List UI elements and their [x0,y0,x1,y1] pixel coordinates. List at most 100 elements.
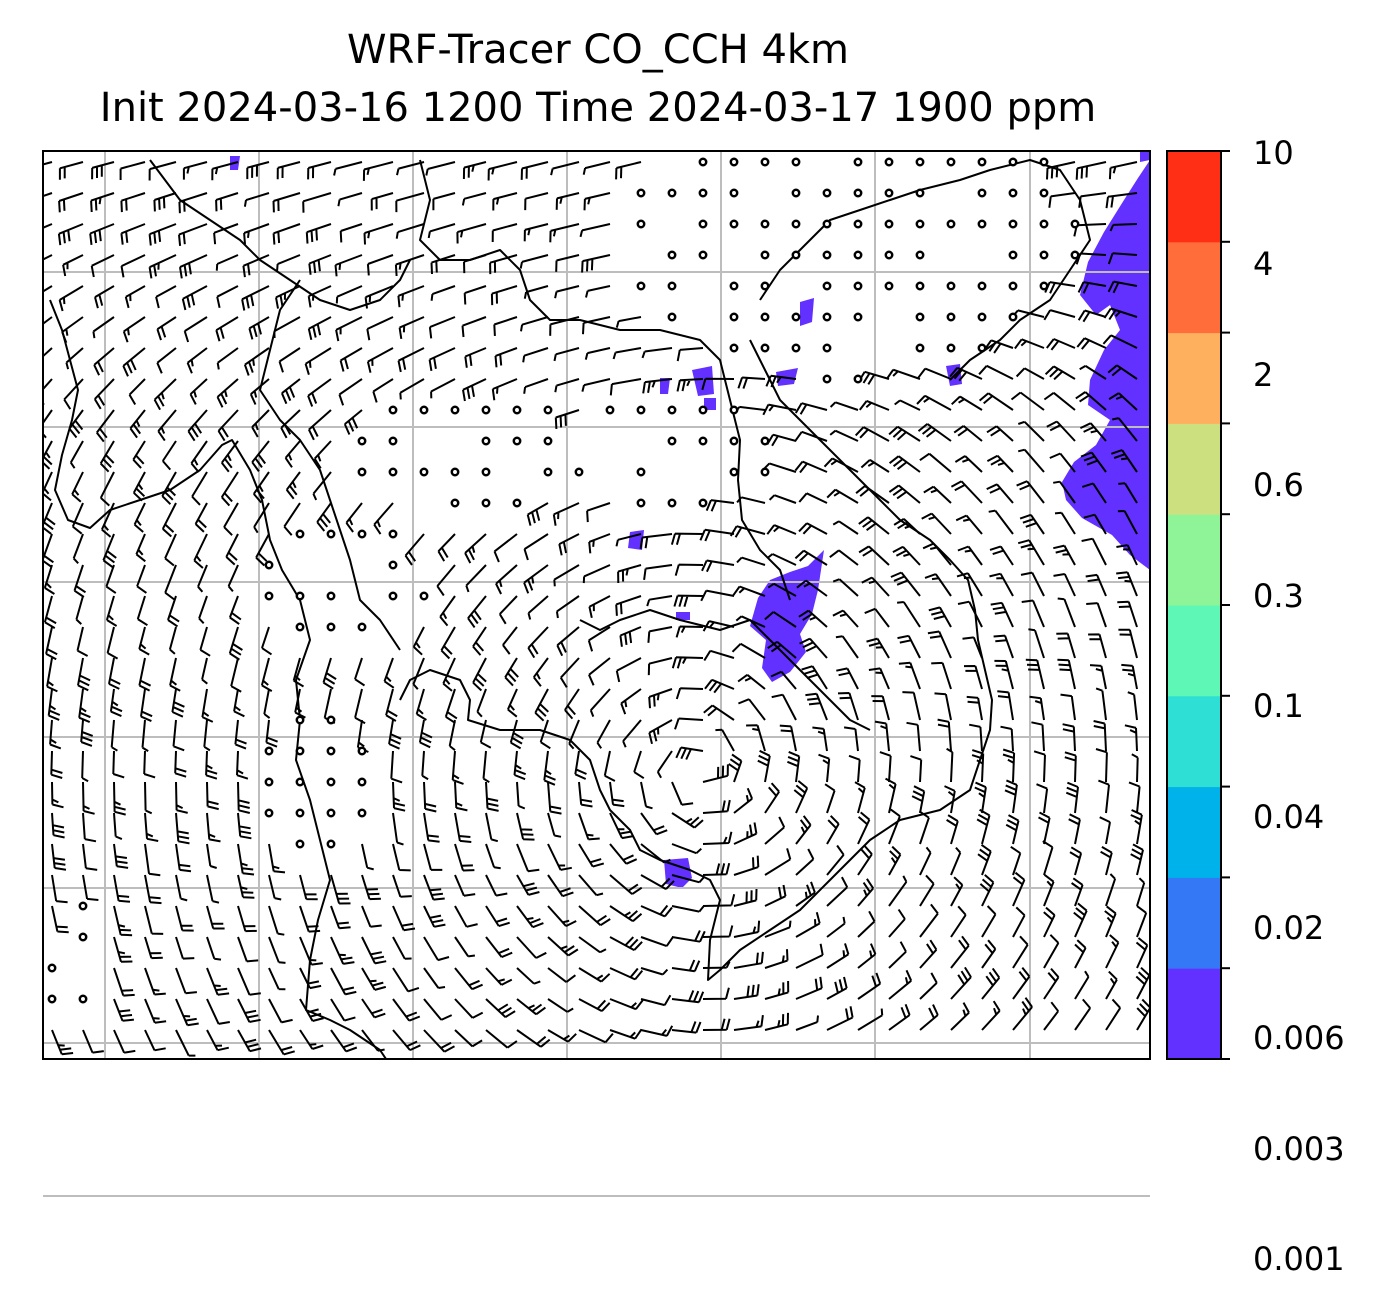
wind-barb [392,781,406,812]
wind-barb [798,492,828,504]
calm-wind-circle [450,405,460,415]
wind-barb [609,998,644,1011]
wind-barb [148,161,177,181]
calm-wind-circle [47,963,57,973]
wind-barb [702,620,735,632]
wind-barb [671,843,702,855]
calm-wind-circle [853,250,863,260]
wind-barb [249,378,270,405]
wind-barb [1100,846,1113,876]
calm-wind-circle [791,188,801,198]
colorbar-tick-label: 2 [1253,356,1274,394]
wind-barb [1130,843,1144,876]
wind-barb [953,425,983,442]
wind-barb [81,750,89,783]
wind-barb [133,502,146,533]
wind-barb [554,285,580,299]
wind-barb [888,1003,911,1031]
wind-barb [491,378,518,401]
wind-barb [1044,365,1076,381]
wind-barb [874,720,890,752]
wind-barb [388,719,402,750]
wind-barb [71,471,84,503]
wind-barb [646,595,673,607]
wind-barb [976,808,991,845]
wind-barb [513,750,527,781]
wind-barb [578,781,593,808]
wind-barb [971,749,985,783]
wind-barb [640,843,671,864]
wind-barb [768,494,797,504]
wind-barb [1118,482,1138,504]
wind-barb [94,285,115,309]
wind-barb [268,967,286,991]
wind-barb [454,874,476,897]
wind-barb [910,755,923,783]
wind-barb [307,161,332,180]
wind-barb [588,657,611,686]
wind-barb [1016,480,1045,504]
wind-barb [46,657,58,693]
wind-barb [1073,902,1088,938]
wind-barb [171,688,185,718]
wind-barb [578,812,600,841]
wind-barb [1014,338,1045,350]
wind-barb [335,316,363,342]
colorbar-tick-label: 0.006 [1253,1019,1345,1057]
wind-barb [916,394,952,411]
calm-wind-circle [636,281,646,291]
wind-barb [299,998,324,1022]
wind-barb [206,936,222,961]
wind-barb [313,440,332,469]
wind-barb [243,192,270,207]
wind-barb [701,559,735,573]
wind-barb [793,780,809,814]
calm-wind-circle [698,219,708,229]
wind-barb [337,192,363,207]
wind-barb [96,409,115,443]
wind-barb [705,499,735,512]
calm-wind-circle [78,901,88,911]
wind-barb [620,688,642,715]
wind-barb [225,533,239,566]
wind-barb [950,966,972,1000]
wind-barb [843,726,859,752]
wind-barb [51,905,69,934]
wind-barb [58,161,84,180]
wind-barb [527,595,549,620]
wind-barb [704,678,735,694]
wind-barb [399,378,425,400]
wind-barb [609,781,625,808]
wind-barb [216,347,239,370]
wind-barb [516,905,544,929]
wind-barb [62,254,84,277]
wind-barb [1054,511,1076,535]
wind-barb [1060,693,1076,721]
wind-barb [978,364,1014,380]
colorbar-segment [1167,786,1221,878]
wind-barb [181,285,208,311]
wind-barb [153,378,177,411]
wind-barb [1074,998,1092,1031]
calm-wind-circle [264,777,274,787]
wind-barb [120,223,146,245]
wind-barb [99,471,115,507]
calm-wind-circle [698,250,708,260]
wind-barb [1135,966,1150,1000]
wind-barb [1010,845,1022,876]
wind-barb [1107,252,1138,265]
wind-barb [1020,571,1045,597]
wind-barb [138,626,150,656]
wind-barb [888,484,921,504]
wind-barb [554,378,580,393]
wind-barb [733,888,758,907]
wind-barb [51,843,67,871]
wind-barb [251,409,270,438]
wind-barb [1081,482,1107,504]
wind-barb [423,1029,455,1053]
wind-barb [733,1014,764,1031]
wind-barb [1043,309,1076,321]
wind-barb [879,751,892,783]
